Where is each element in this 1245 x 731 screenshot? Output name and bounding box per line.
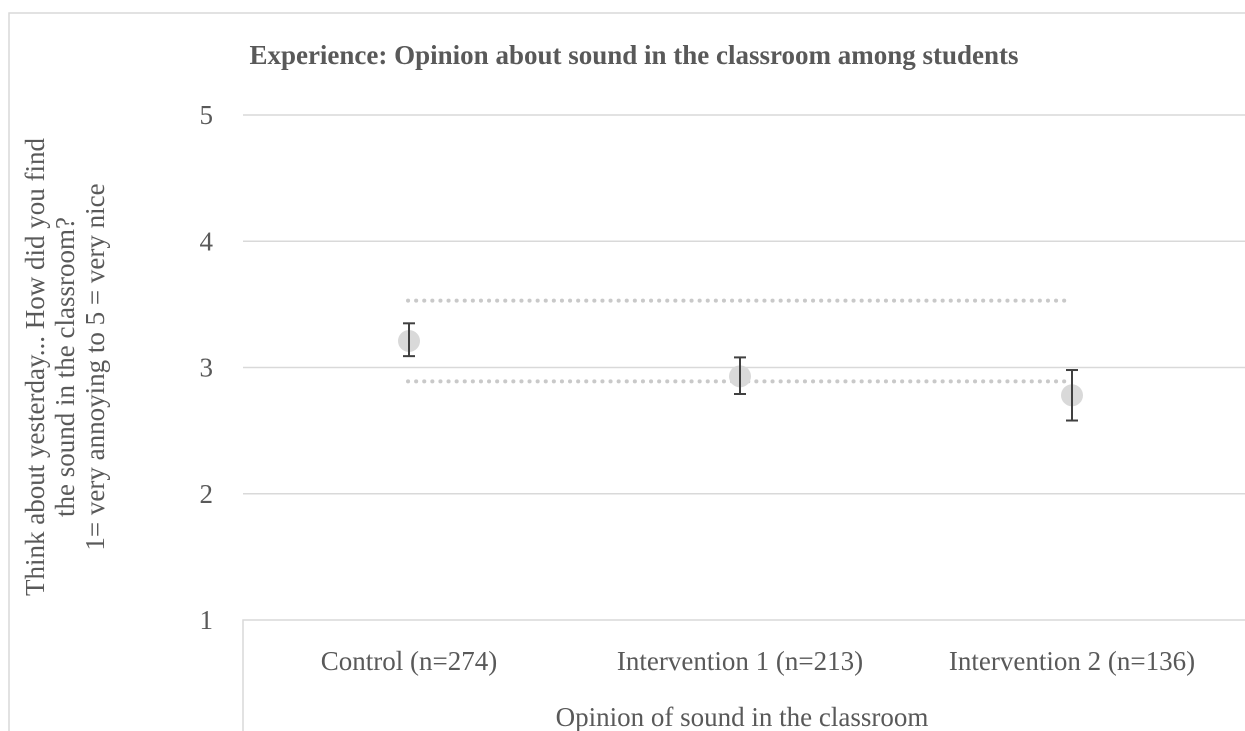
y-tick-label-5: 5 — [200, 100, 214, 130]
x-category-label-1: Control (n=274) — [321, 646, 497, 676]
y-axis-title-line-1: Think about yesterday... How did you fin… — [20, 138, 50, 596]
data-points — [398, 322, 1083, 422]
gridlines — [243, 114, 1245, 495]
y-axis-title-line-3: 1= very annoying to 5 = very nice — [80, 183, 110, 550]
x-axis-box — [242, 619, 1245, 731]
chart-border — [8, 12, 1245, 731]
x-category-label-3: Intervention 2 (n=136) — [949, 646, 1195, 676]
x-axis-title: Opinion of sound in the classroom — [556, 702, 929, 731]
data-point-group-2 — [729, 356, 751, 396]
y-tick-label-2: 2 — [200, 479, 214, 509]
data-point-group-3 — [1061, 369, 1083, 422]
y-tick-label-1: 1 — [200, 605, 214, 635]
chart-title: Experience: Opinion about sound in the c… — [249, 40, 1018, 70]
y-tick-label-3: 3 — [200, 353, 214, 383]
y-axis-ticks: 1 2 3 4 5 — [200, 100, 214, 635]
y-tick-label-4: 4 — [200, 226, 214, 256]
y-axis-title: Think about yesterday... How did you fin… — [20, 138, 110, 596]
x-category-label-2: Intervention 1 (n=213) — [617, 646, 863, 676]
data-point-group-1 — [398, 322, 420, 358]
x-axis-categories: Control (n=274) Intervention 1 (n=213) Int… — [321, 646, 1195, 676]
y-axis-title-line-2: the sound in the classroom? — [50, 217, 80, 517]
